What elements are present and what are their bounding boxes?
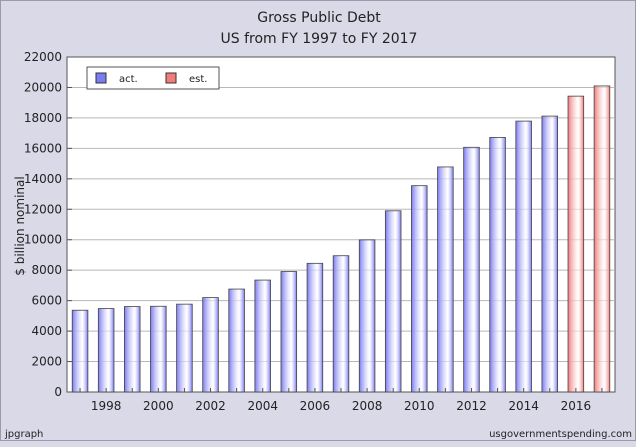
bar-act-2012 [463,146,480,393]
x-tick-label: 2004 [247,399,278,413]
bar-group [71,85,611,393]
legend: act. est. [86,66,220,90]
legend-label-est: est. [189,74,207,85]
y-tick-label: 16000 [24,141,62,155]
y-tick-label: 18000 [24,111,62,125]
bar-act-2005 [280,271,298,393]
bar-act-2002 [202,297,219,393]
y-tick-label: 2000 [31,355,62,369]
x-tick-label: 2002 [195,399,226,413]
bar-act-2011 [437,166,454,393]
bar-act-2001 [176,303,193,393]
x-tick-label: 2012 [456,399,487,413]
y-tick-label: 0 [54,385,62,399]
y-tick-label: 22000 [24,50,62,64]
bar-act-1999 [124,306,141,393]
bar-act-2006 [306,262,324,393]
y-tick-label: 8000 [31,263,62,277]
x-tick-label: 1998 [91,399,122,413]
footer-left-credit: jpgraph [4,429,43,440]
chart-subtitle: US from FY 1997 to FY 2017 [221,31,418,47]
y-axis: 0 2000 4000 6000 8000 10000 12000 14000 16000 180… [24,50,72,399]
x-tick-label: 2016 [561,399,592,413]
bar-act-2004 [254,279,271,393]
bar-act-2007 [332,255,350,393]
bar-act-2013 [489,136,506,393]
bar-act-2010 [411,185,428,393]
y-tick-label: 4000 [31,324,62,338]
legend-box [86,66,220,90]
x-tick-label: 2014 [508,399,539,413]
footer-right-credit: usgovernmentspending.com [489,429,632,440]
y-tick-label: 14000 [24,172,62,186]
chart-title: Gross Public Debt [257,10,381,26]
bar-est-2016 [567,95,585,393]
x-tick-label: 2010 [404,399,435,413]
y-tick-label: 6000 [31,294,62,308]
bar-act-2000 [150,305,167,393]
legend-label-act: act. [119,74,138,85]
legend-swatch-est [165,72,177,84]
x-tick-label: 2006 [300,399,331,413]
bar-act-1998 [97,308,115,393]
bar-act-2008 [358,239,376,393]
bar-act-2009 [384,210,402,393]
x-axis: 1998 2000 2002 2004 2006 2008 2010 2012 2014 2016 [79,388,603,413]
x-tick-label: 2008 [352,399,383,413]
bar-act-2015 [541,115,558,393]
bar-act-2003 [228,288,245,393]
y-axis-label: $ billion nominal [13,176,27,275]
y-tick-label: 12000 [24,202,62,216]
bar-est-2017 [593,85,611,393]
bar-act-1997 [71,309,89,393]
y-tick-label: 20000 [24,80,62,94]
y-tick-label: 10000 [24,233,62,247]
x-tick-label: 2000 [143,399,174,413]
bar-act-2014 [515,120,532,393]
legend-swatch-act [95,72,107,84]
